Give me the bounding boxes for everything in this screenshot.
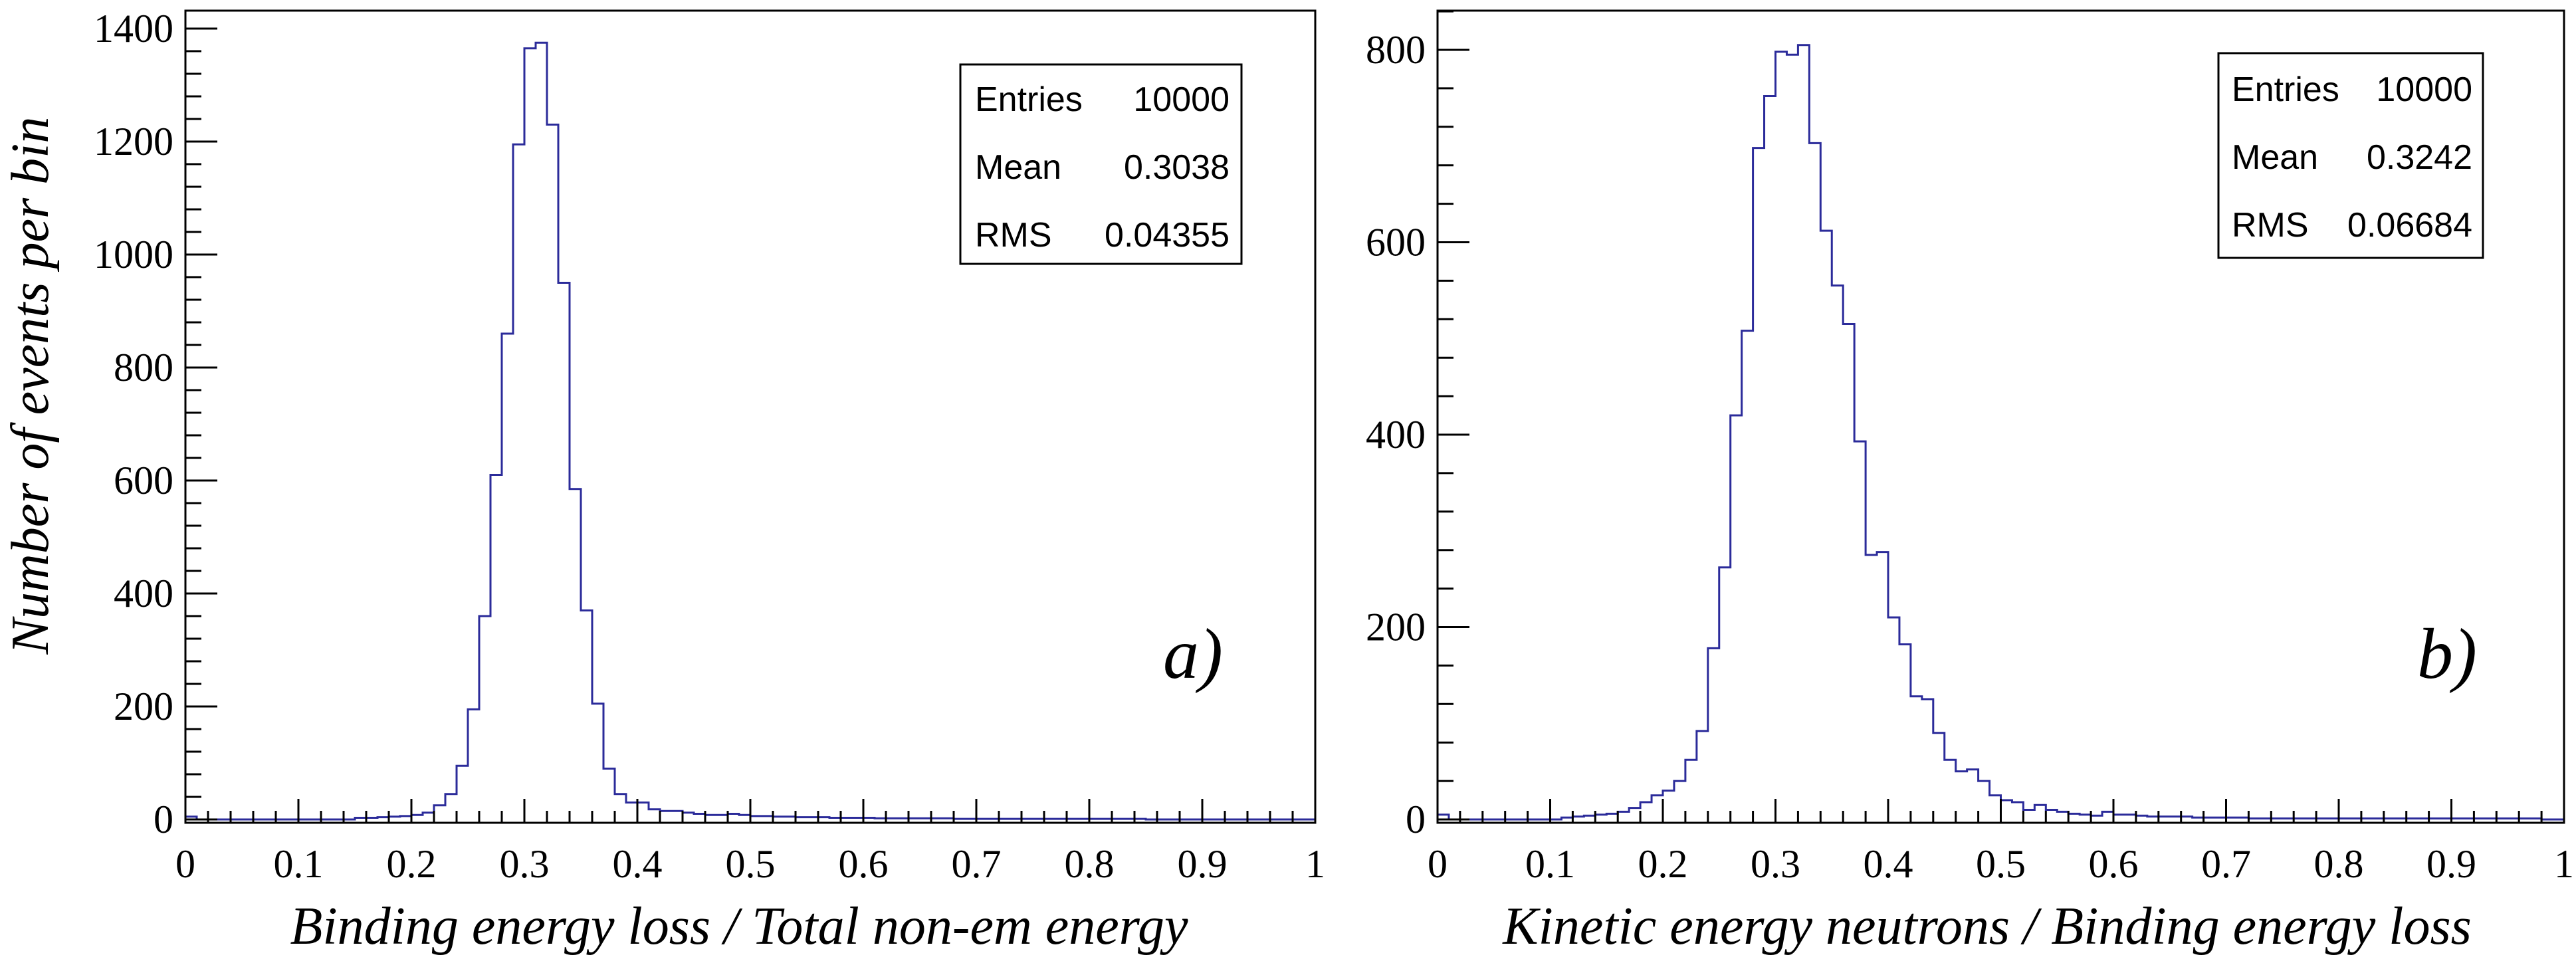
histogram-panel-a: 0 0.1 0.2 0.3 0.4 0.5 0.6 0.7 0.8 0.9 1 0 200 400 600… bbox=[94, 7, 1325, 956]
stats-rms-value-b: 0.06684 bbox=[2347, 206, 2472, 245]
y-tick-label: 800 bbox=[114, 346, 173, 389]
x-tick-label: 0.7 bbox=[2201, 842, 2251, 886]
stats-mean-value-a: 0.3038 bbox=[1124, 148, 1230, 187]
panel-label-a: a) bbox=[1163, 615, 1223, 694]
histogram-outline-b bbox=[1436, 44, 2564, 821]
panel-label-b: b) bbox=[2417, 615, 2477, 694]
stats-entries-label-b: Entries bbox=[2232, 70, 2339, 109]
x-tick-label: 0 bbox=[1428, 842, 1448, 886]
y-ticks-a: 0 200 400 600 800 1000 1200 1400 bbox=[94, 7, 217, 841]
y-tick-label: 0 bbox=[1406, 798, 1426, 841]
x-tick-label: 0.4 bbox=[613, 842, 663, 886]
x-tick-label: 0.9 bbox=[2426, 842, 2476, 886]
x-tick-label: 0 bbox=[175, 842, 195, 886]
y-tick-label: 400 bbox=[1366, 413, 1426, 457]
x-axis-title-b: Kinetic energy neutrons / Binding energy… bbox=[1502, 897, 2472, 956]
x-tick-label: 0.5 bbox=[1976, 842, 2026, 886]
y-ticks-b: 0 200 400 600 800 bbox=[1366, 10, 1469, 841]
x-tick-label: 0.3 bbox=[1751, 842, 1800, 886]
x-tick-label: 0.5 bbox=[726, 842, 776, 886]
x-tick-label: 0.7 bbox=[952, 842, 1002, 886]
x-ticks-a: 0 0.1 0.2 0.3 0.4 0.5 0.6 0.7 0.8 0.9 1 bbox=[175, 799, 1325, 886]
y-tick-label: 0 bbox=[154, 798, 173, 841]
stats-box-frame-b bbox=[2217, 52, 2484, 259]
y-axis-title: Number of events per bin bbox=[1, 117, 60, 655]
y-tick-label: 1400 bbox=[94, 7, 173, 51]
stats-rms-label-a: RMS bbox=[975, 216, 1052, 255]
stats-entries-label-a: Entries bbox=[975, 80, 1083, 119]
stats-entries-value-a: 10000 bbox=[1133, 80, 1230, 119]
x-tick-label: 0.1 bbox=[1525, 842, 1575, 886]
stats-entries-value-b: 10000 bbox=[2376, 70, 2472, 109]
x-tick-label: 0.4 bbox=[1864, 842, 1913, 886]
x-axis-title-a: Binding energy loss / Total non-em energ… bbox=[290, 897, 1188, 956]
y-tick-label: 400 bbox=[114, 572, 173, 615]
x-tick-label: 0.9 bbox=[1178, 842, 1228, 886]
x-tick-label: 0.8 bbox=[1065, 842, 1115, 886]
stats-mean-label-a: Mean bbox=[975, 148, 1061, 187]
x-tick-label: 1 bbox=[1305, 842, 1325, 886]
stats-box-frame-a bbox=[959, 63, 1243, 265]
x-tick-label: 0.2 bbox=[1638, 842, 1688, 886]
y-tick-label: 1200 bbox=[94, 120, 173, 163]
x-tick-label: 0.1 bbox=[274, 842, 324, 886]
x-tick-label: 0.8 bbox=[2314, 842, 2364, 886]
stats-rms-label-b: RMS bbox=[2232, 206, 2309, 245]
histogram-panel-b: 0 0.1 0.2 0.3 0.4 0.5 0.6 0.7 0.8 0.9 1 0 200 400 600… bbox=[1366, 9, 2574, 956]
x-ticks-b: 0 0.1 0.2 0.3 0.4 0.5 0.6 0.7 0.8 0.9 1 bbox=[1428, 799, 2574, 886]
histogram-series-b bbox=[1436, 44, 2564, 821]
y-tick-label: 200 bbox=[114, 685, 173, 728]
stats-box-b: Entries 10000 Mean 0.3242 RMS 0.06684 bbox=[2217, 52, 2484, 259]
y-tick-label: 200 bbox=[1366, 605, 1426, 649]
x-tick-label: 1 bbox=[2554, 842, 2574, 886]
stats-rms-value-a: 0.04355 bbox=[1105, 216, 1230, 255]
stats-mean-label-b: Mean bbox=[2232, 138, 2318, 177]
x-tick-label: 0.2 bbox=[387, 842, 437, 886]
x-tick-label: 0.6 bbox=[839, 842, 889, 886]
x-tick-label: 0.6 bbox=[2089, 842, 2139, 886]
stats-box-a: Entries 10000 Mean 0.3038 RMS 0.04355 bbox=[959, 63, 1243, 265]
x-tick-label: 0.3 bbox=[500, 842, 550, 886]
y-tick-label: 1000 bbox=[94, 233, 173, 276]
y-tick-label: 600 bbox=[1366, 221, 1426, 265]
y-tick-label: 600 bbox=[114, 459, 173, 502]
stats-mean-value-b: 0.3242 bbox=[2367, 138, 2472, 177]
y-tick-label: 800 bbox=[1366, 28, 1426, 72]
